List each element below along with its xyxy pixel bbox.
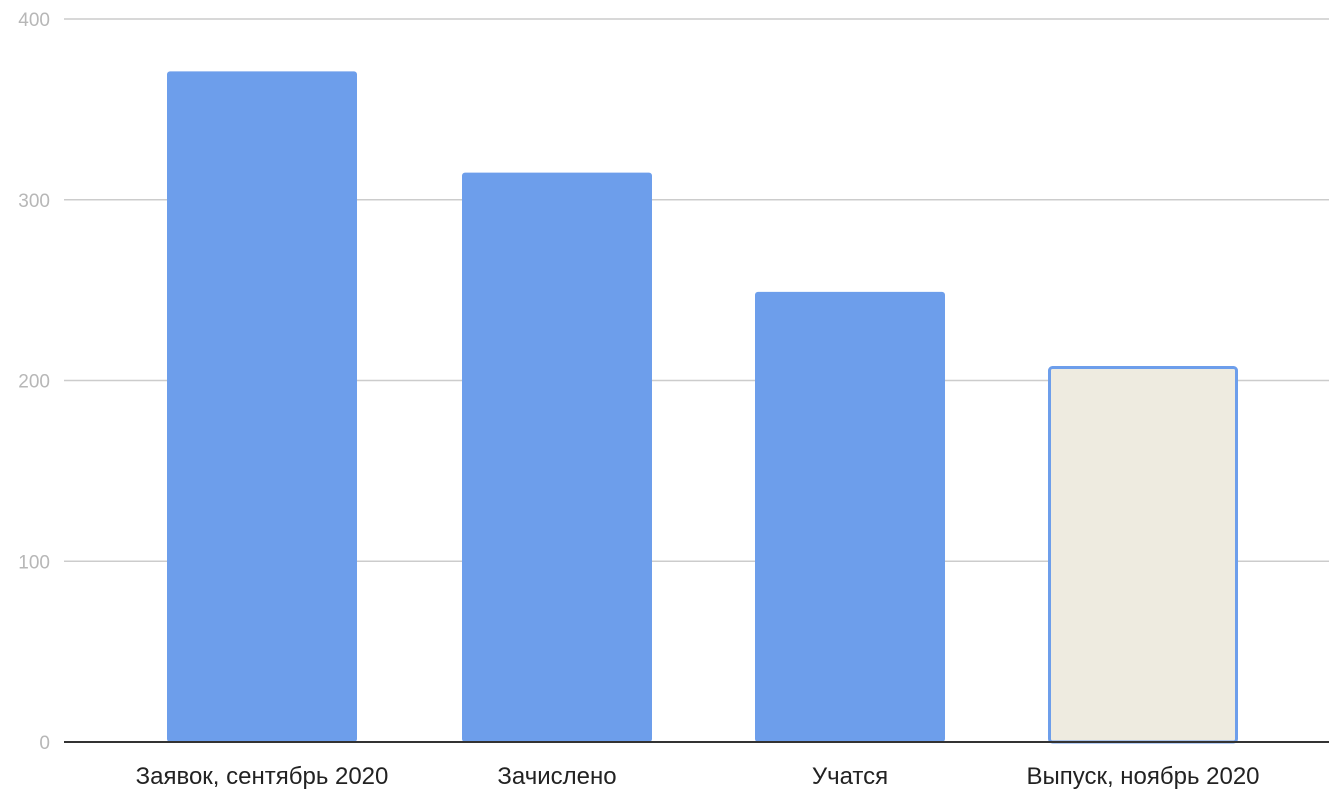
y-axis-tick-labels: 0 100 200 300 400 xyxy=(18,10,50,754)
y-tick-label-100: 100 xyxy=(18,552,50,573)
bar-1 xyxy=(167,71,357,743)
y-tick-label-200: 200 xyxy=(18,372,50,393)
x-axis-category-labels: Заявок, сентябрь 2020 Зачислено Учатся Выпу… xyxy=(136,763,1260,790)
y-tick-label-300: 300 xyxy=(18,191,50,212)
bar-3 xyxy=(755,291,945,742)
category-label-3: Учатся xyxy=(812,763,888,790)
bars xyxy=(167,71,1238,744)
category-label-2: Зачислено xyxy=(497,763,616,790)
bar-4 xyxy=(1048,366,1238,744)
category-label-1: Заявок, сентябрь 2020 xyxy=(136,763,389,790)
y-tick-label-400: 400 xyxy=(18,10,50,31)
category-label-4: Выпуск, ноябрь 2020 xyxy=(1026,763,1259,790)
bar-2 xyxy=(462,172,652,742)
y-tick-label-0: 0 xyxy=(39,733,50,754)
